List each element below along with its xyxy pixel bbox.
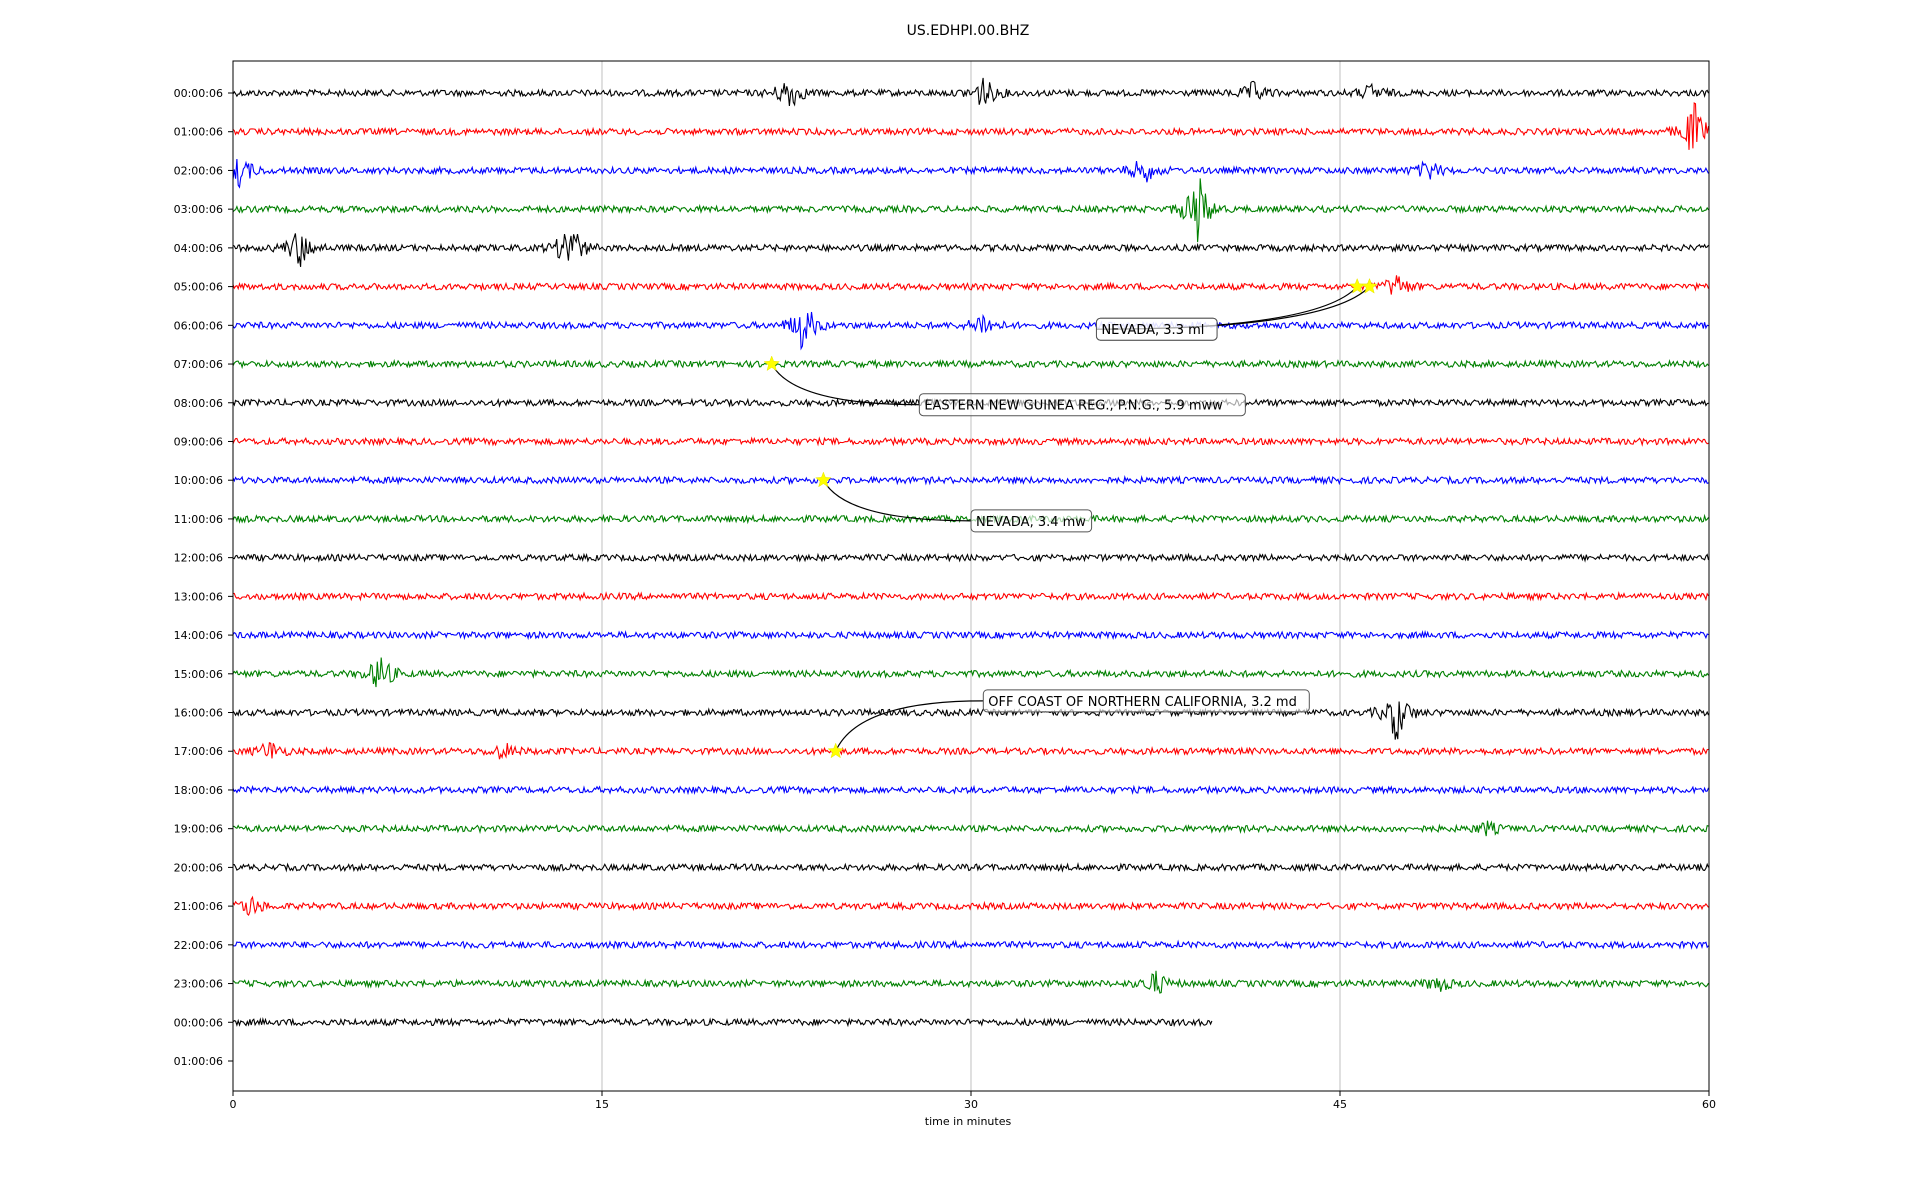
trace-row (232, 657, 1709, 688)
event-label-box (982, 689, 1310, 713)
x-tick-label: 30 (964, 1098, 978, 1111)
trace-row (232, 591, 1709, 602)
row-time-label: 03:00:06 (174, 203, 223, 216)
trace-row (232, 436, 1709, 447)
x-tick-label: 15 (595, 1098, 609, 1111)
row-time-label: 07:00:06 (174, 358, 223, 371)
trace-row (232, 311, 1709, 351)
x-tick-label: 0 (230, 1098, 237, 1111)
chart-title: US.EDHPI.00.BHZ (907, 23, 1030, 39)
row-time-label: 21:00:06 (174, 900, 223, 913)
trace-row (232, 552, 1710, 563)
trace-row (232, 629, 1709, 641)
traces (232, 77, 1710, 1028)
trace-row (232, 862, 1710, 873)
trace-row (232, 1017, 1213, 1028)
row-time-label: 04:00:06 (174, 242, 223, 255)
event-star-marker (815, 471, 832, 488)
row-time-label: 17:00:06 (174, 745, 223, 758)
row-time-label: 15:00:06 (174, 668, 223, 681)
row-time-label: 16:00:06 (174, 707, 223, 720)
row-time-label: 19:00:06 (174, 823, 223, 836)
row-time-label: 22:00:06 (174, 939, 223, 952)
row-time-label: 20:00:06 (174, 861, 223, 874)
row-time-label: 01:00:06 (174, 1055, 223, 1068)
event-star-marker (763, 355, 780, 372)
row-time-label: 06:00:06 (174, 319, 223, 332)
row-time-label: 10:00:06 (174, 474, 223, 487)
event-connector (822, 479, 972, 522)
row-time-label: 05:00:06 (174, 281, 223, 294)
event-label: OFF COAST OF NORTHERN CALIFORNIA, 3.2 md (988, 695, 1297, 710)
trace-row (232, 233, 1709, 267)
row-time-label: 12:00:06 (174, 552, 223, 565)
trace-row (232, 895, 1709, 917)
x-axis-ticks: 0 15 30 45 60 (230, 1091, 1716, 1111)
row-time-label: 11:00:06 (174, 513, 223, 526)
event-label: NEVADA, 3.3 ml (1101, 323, 1204, 338)
row-time-label: 00:00:06 (174, 87, 223, 100)
trace-row (232, 784, 1710, 796)
event-connector (835, 700, 984, 752)
row-time-label: 13:00:06 (174, 590, 223, 603)
x-axis-label: time in minutes (925, 1115, 1012, 1128)
row-time-label: 00:00:06 (174, 1016, 223, 1029)
row-time-label: 14:00:06 (174, 629, 223, 642)
event-label: NEVADA, 3.4 mw (976, 515, 1086, 530)
row-time-label: 01:00:06 (174, 126, 223, 139)
x-tick-label: 45 (1333, 1098, 1347, 1111)
event-label-box (970, 509, 1093, 533)
trace-row (232, 358, 1709, 370)
event-connector (771, 363, 920, 406)
trace-row (232, 820, 1709, 837)
row-time-label: 18:00:06 (174, 784, 223, 797)
trace-row (232, 970, 1709, 994)
event-star-marker (827, 742, 844, 759)
event-star-marker (1361, 277, 1378, 294)
trace-row (232, 102, 1710, 150)
trace-row (232, 158, 1709, 189)
trace-row (232, 77, 1710, 107)
trace-row (232, 742, 1709, 760)
trace-row (232, 178, 1709, 243)
event-label-box (1095, 317, 1218, 341)
row-time-label: 09:00:06 (174, 435, 223, 448)
trace-row (232, 474, 1709, 486)
row-time-label: 02:00:06 (174, 164, 223, 177)
row-time-label: 08:00:06 (174, 397, 223, 410)
x-tick-label: 60 (1702, 1098, 1716, 1111)
row-time-label: 23:00:06 (174, 978, 223, 991)
row-time-labels: 00:00:06 01:00:06 02:00:06 03:00:06 04:00:06… (174, 87, 233, 1068)
grid-lines (601, 61, 1341, 1091)
event-label-box (918, 393, 1246, 417)
trace-row (232, 701, 1710, 740)
trace-row (232, 275, 1710, 295)
event-label: EASTERN NEW GUINEA REG., P.N.G., 5.9 mww (924, 399, 1223, 414)
trace-row (232, 939, 1709, 950)
